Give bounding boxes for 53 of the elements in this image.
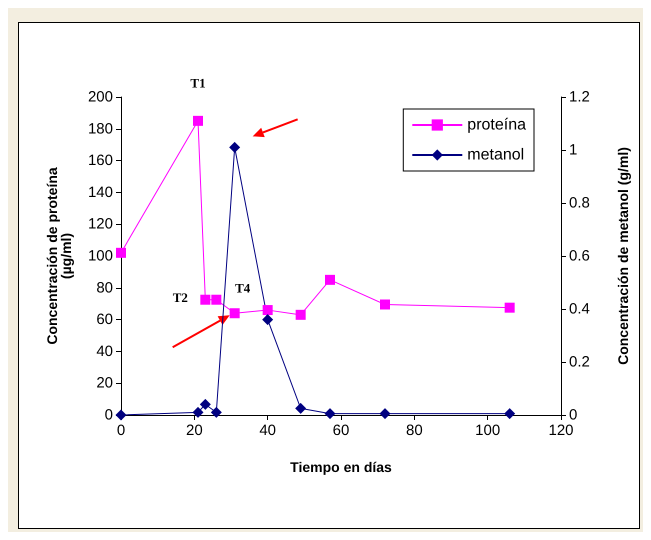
annotation: T4 — [235, 280, 251, 296]
y2-tick-label: 0.8 — [569, 194, 590, 212]
point — [380, 408, 390, 420]
y-tick-label: 160 — [88, 152, 113, 170]
x-tick-label: 60 — [332, 422, 350, 439]
y-axis-title: Concentración de proteína (µg/ml) — [44, 167, 74, 345]
y-tick-label: 0 — [104, 406, 113, 424]
y-tick-label: 80 — [96, 279, 113, 296]
y2-tick-label: 0.4 — [569, 300, 590, 318]
y-tick-label: 20 — [96, 374, 113, 392]
y-tick-label: 60 — [96, 311, 113, 328]
point — [504, 302, 515, 313]
annotation: T2 — [172, 290, 188, 306]
y2-axis-title: Concentración de metanol (g/ml) — [615, 147, 631, 365]
point — [192, 406, 204, 418]
point — [210, 406, 222, 418]
x-tick-label: 100 — [475, 422, 500, 439]
point — [380, 299, 390, 310]
legend-label: metanol — [467, 146, 524, 164]
x-tick-label: 80 — [406, 422, 423, 439]
point — [296, 310, 306, 320]
x-tick-label: 20 — [186, 422, 203, 439]
y-tick-label: 180 — [88, 120, 113, 138]
y-tick-label: 100 — [88, 248, 113, 264]
y2-tick-label: 0.2 — [569, 354, 590, 370]
y-tick-label: 140 — [88, 184, 113, 201]
point — [262, 314, 274, 326]
x-tick-label: 120 — [548, 422, 574, 439]
x-axis-title: Tiempo en días — [290, 459, 392, 475]
y-tick-label: 120 — [88, 216, 113, 233]
point — [116, 248, 126, 258]
point — [116, 410, 126, 420]
legend-label: proteína — [467, 116, 526, 134]
point — [295, 402, 306, 414]
point — [200, 294, 210, 305]
point — [324, 408, 336, 420]
y2-tick-label: 1.2 — [569, 88, 590, 106]
x-tick-label: 0 — [116, 422, 126, 439]
point — [504, 408, 516, 420]
y2-tick-label: 0.6 — [569, 248, 590, 264]
point — [230, 308, 240, 318]
point — [262, 305, 273, 316]
annotation: T1 — [190, 75, 206, 90]
point — [193, 116, 203, 126]
point — [211, 294, 222, 305]
y2-tick-label: 1 — [569, 142, 578, 158]
y-tick-label: 40 — [96, 342, 113, 360]
y2-tick-label: 0 — [569, 406, 578, 424]
y-tick-label: 200 — [88, 88, 113, 106]
point — [325, 274, 335, 285]
point — [200, 398, 211, 410]
point — [229, 142, 240, 153]
x-tick-label: 40 — [259, 422, 276, 439]
